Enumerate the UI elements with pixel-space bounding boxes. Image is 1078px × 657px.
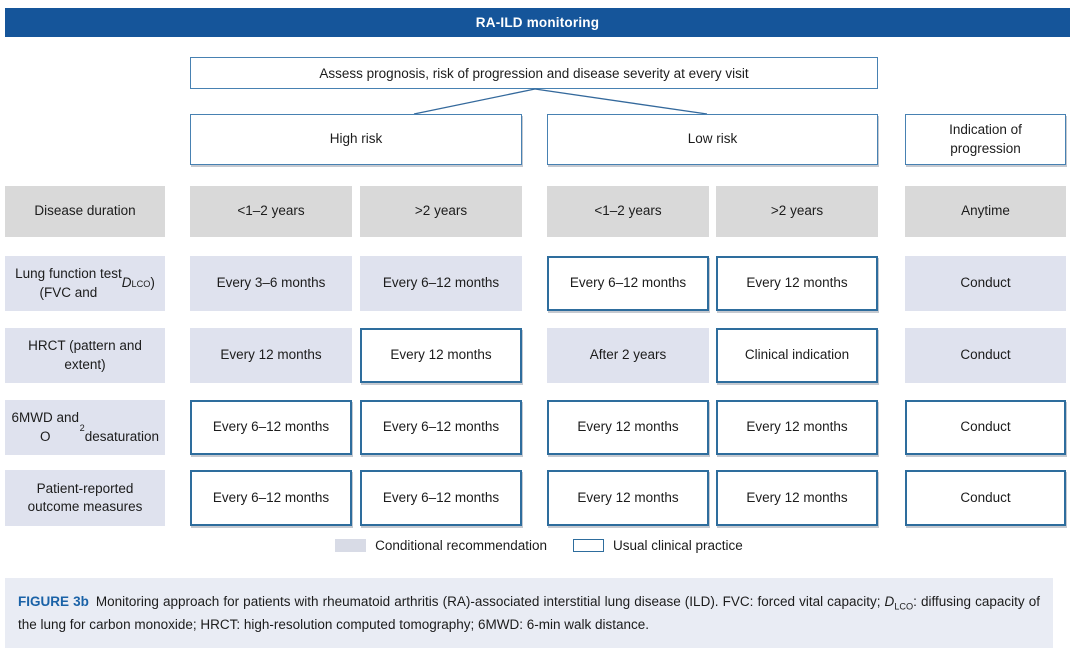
- cell-hrct-low-2: Clinical indication: [716, 328, 878, 383]
- cell-6mwd-high-2: Every 6–12 months: [360, 400, 522, 455]
- cell-lft-low-1: Every 6–12 months: [547, 256, 709, 311]
- cell-6mwd-low-2: Every 12 months: [716, 400, 878, 455]
- cell-hrct-low-1: After 2 years: [547, 328, 709, 383]
- cell-prom-low-2: Every 12 months: [716, 470, 878, 526]
- monitoring-grid: High risk Low risk Indication of progress…: [5, 114, 1066, 526]
- cell-lft-low-2: Every 12 months: [716, 256, 878, 311]
- conditional-recommendation-label: Conditional recommendation: [375, 538, 548, 553]
- row-label-lung-function-test: Lung function test (FVC and D LCO): [5, 256, 165, 311]
- usual-clinical-practice-swatch: [573, 539, 605, 552]
- assess-box: Assess prognosis, risk of progression an…: [190, 57, 878, 89]
- legend-item-usual: Usual clinical practice: [573, 538, 743, 553]
- assess-label: Assess prognosis, risk of progression an…: [319, 65, 749, 81]
- figure-title: RA-ILD monitoring: [475, 15, 600, 30]
- cell-prom-high-2: Every 6–12 months: [360, 470, 522, 526]
- cell-lft-high-1: Every 3–6 months: [190, 256, 352, 311]
- high-risk-label: High risk: [329, 131, 383, 147]
- row-label-hrct: HRCT (pattern and extent): [5, 328, 165, 383]
- figure-title-bar: RA-ILD monitoring: [5, 8, 1070, 37]
- cell-6mwd-indication: Conduct: [905, 400, 1066, 455]
- cell-6mwd-low-1: Every 12 months: [547, 400, 709, 455]
- cell-hrct-high-1: Every 12 months: [190, 328, 352, 383]
- conditional-recommendation-swatch: [335, 539, 367, 552]
- cell-disease-duration-high-2: >2 years: [360, 186, 522, 237]
- figure-caption-label: FIGURE 3b: [18, 594, 89, 609]
- figure-caption: FIGURE 3b Monitoring approach for patient…: [5, 578, 1053, 648]
- cell-disease-duration-high-1: <1–2 years: [190, 186, 352, 237]
- cell-hrct-indication: Conduct: [905, 328, 1066, 383]
- cell-lft-high-2: Every 6–12 months: [360, 256, 522, 311]
- low-risk-label: Low risk: [687, 131, 738, 147]
- cell-disease-duration-low-1: <1–2 years: [547, 186, 709, 237]
- figure-caption-body: Monitoring approach for patients with rh…: [18, 594, 1040, 632]
- usual-clinical-practice-label: Usual clinical practice: [613, 538, 743, 553]
- cell-6mwd-high-1: Every 6–12 months: [190, 400, 352, 455]
- low-risk-box: Low risk: [547, 114, 878, 165]
- row-label-prom: Patient-reported outcome measures: [5, 470, 165, 526]
- legend-item-conditional: Conditional recommendation: [335, 538, 547, 553]
- indication-of-progression-box: Indication of progression: [905, 114, 1066, 165]
- row-label-6mwd: 6MWD and O 2 desaturation: [5, 400, 165, 455]
- row-label-disease-duration: Disease duration: [5, 186, 165, 237]
- legend: Conditional recommendation Usual clinica…: [0, 538, 1078, 553]
- cell-disease-duration-low-2: >2 years: [716, 186, 878, 237]
- high-risk-box: High risk: [190, 114, 522, 165]
- indication-label: Indication of progression: [949, 122, 1022, 156]
- cell-prom-indication: Conduct: [905, 470, 1066, 526]
- cell-hrct-high-2: Every 12 months: [360, 328, 522, 383]
- cell-prom-high-1: Every 6–12 months: [190, 470, 352, 526]
- cell-lft-indication: Conduct: [905, 256, 1066, 311]
- cell-prom-low-1: Every 12 months: [547, 470, 709, 526]
- cell-disease-duration-anytime: Anytime: [905, 186, 1066, 237]
